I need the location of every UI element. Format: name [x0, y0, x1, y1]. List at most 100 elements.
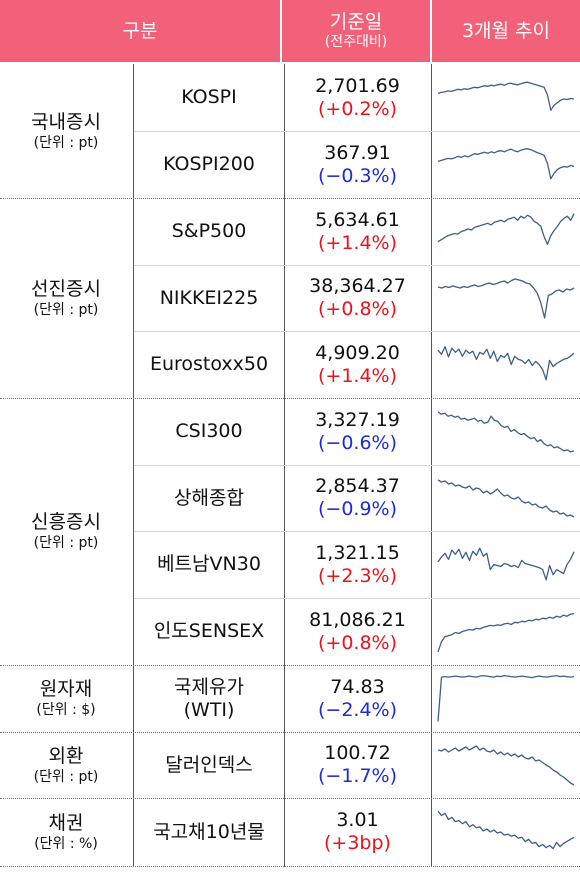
index-value-cell: 2,701.69 (+0.2%) — [285, 64, 430, 131]
sparkline-series — [437, 278, 575, 319]
index-name: Eurostoxx50 — [149, 353, 269, 375]
grid-bottom — [0, 866, 580, 867]
sparkline-chart — [437, 547, 575, 581]
sparkline-chart — [437, 345, 575, 381]
index-change: (−2.4%) — [317, 698, 397, 721]
sparkline-series — [437, 345, 575, 381]
index-change: (+1.4%) — [317, 231, 397, 254]
header-trend-label: 3개월 추이 — [461, 20, 551, 42]
grid-sep-group — [0, 732, 580, 733]
index-name: KOSPI200 — [163, 153, 255, 175]
index-change: (+1.4%) — [317, 364, 397, 387]
sparkline-series — [437, 479, 575, 518]
group-name: 채권 — [48, 811, 84, 834]
index-value: 367.91 — [324, 141, 391, 164]
index-value: 38,364.27 — [309, 275, 406, 297]
grid-sep-row — [134, 465, 580, 466]
group-unit: (단위 : $) — [36, 702, 96, 718]
index-change: (−0.6%) — [317, 431, 397, 454]
grid-sep-row — [134, 331, 580, 332]
sparkline-chart — [437, 81, 575, 111]
index-change: (+3bp) — [324, 832, 391, 854]
index-name: 국고채10년물 — [153, 820, 265, 843]
sparkline-chart — [437, 612, 575, 653]
index-value: 3,327.19 — [315, 408, 400, 431]
sparkline-chart — [437, 745, 575, 786]
index-value: 4,909.20 — [315, 341, 400, 364]
sparkline-series — [437, 547, 575, 581]
group-name: 국내증시 — [31, 110, 101, 133]
index-value-cell: 5,634.61 (+1.4%) — [285, 198, 430, 265]
group-emerging: 신흥증시 (단위 : pt) — [0, 398, 132, 665]
header-trend: 3개월 추이 — [432, 0, 580, 62]
index-value: 2,854.37 — [315, 475, 400, 497]
sparkline-chart — [437, 213, 575, 245]
header-category: 구분 — [0, 0, 280, 62]
index-name: KOSPI — [181, 86, 237, 108]
index-change: (+0.8%) — [317, 631, 397, 654]
sparkline-series — [437, 148, 575, 180]
index-value-cell: 3.01 (+3bp) — [285, 798, 430, 866]
index-value: 100.72 — [324, 742, 391, 764]
group-name: 외환 — [48, 744, 84, 767]
index-name: 베트남VN30 — [157, 553, 261, 575]
grid-vline-1 — [133, 64, 134, 867]
grid-sep-row — [134, 598, 580, 599]
index-value: 3.01 — [336, 809, 379, 831]
group-name: 신흥증시 — [31, 511, 101, 533]
index-value: 1,321.15 — [315, 541, 400, 564]
index-value-cell: 2,854.37 (−0.9%) — [285, 465, 430, 531]
group-domestic: 국내증시 (단위 : pt) — [0, 64, 132, 198]
index-value-cell: 1,321.15 (+2.3%) — [285, 531, 430, 598]
sparkline-chart — [437, 810, 575, 850]
grid-sep-group — [0, 665, 580, 666]
index-value-cell: 3,327.19 (−0.6%) — [285, 398, 430, 465]
index-change: (−1.7%) — [317, 765, 397, 787]
grid-sep-row — [134, 265, 580, 266]
group-fx: 외환 (단위 : pt) — [0, 732, 132, 798]
index-value: 5,634.61 — [315, 208, 400, 231]
index-name: 국제유가 (WTI) — [174, 675, 244, 721]
index-name: 인도SENSEX — [153, 620, 265, 642]
sparkline-series — [437, 674, 575, 722]
sparkline-series — [437, 745, 575, 786]
index-change: (+0.2%) — [317, 97, 397, 120]
index-value: 74.83 — [330, 675, 385, 698]
group-name: 원자재 — [39, 678, 93, 700]
sparkline-chart — [437, 148, 575, 180]
header-category-label: 구분 — [122, 20, 158, 42]
grid-sep-group — [0, 798, 580, 799]
sparkline-series — [437, 612, 575, 653]
grid-sep-group — [0, 198, 580, 199]
index-name: 상해종합 — [174, 486, 244, 509]
index-name: 달러인덱스 — [165, 753, 253, 776]
index-value-cell: 367.91 (−0.3%) — [285, 131, 430, 198]
index-change: (−0.3%) — [317, 164, 397, 187]
group-commodity: 원자재 (단위 : $) — [0, 665, 132, 732]
group-developed: 선진증시 (단위 : pt) — [0, 198, 132, 398]
sparkline-series — [437, 411, 575, 453]
sparkline-series — [437, 213, 575, 245]
grid-sep-row — [134, 531, 580, 532]
index-value-cell: 4,909.20 (+1.4%) — [285, 331, 430, 398]
group-unit: (단위 : pt) — [33, 301, 99, 318]
group-unit: (단위 : pt) — [33, 535, 99, 551]
group-unit: (단위 : pt) — [33, 768, 99, 785]
index-value-cell: 38,364.27 (+0.8%) — [285, 265, 430, 331]
index-change: (+0.8%) — [317, 298, 397, 320]
group-bond: 채권 (단위 : %) — [0, 798, 132, 866]
sparkline-chart — [437, 479, 575, 518]
index-name: NIKKEI225 — [159, 286, 259, 309]
index-value-cell: 74.83 (−2.4%) — [285, 665, 430, 732]
header-base-sub-label: (전주대비) — [324, 34, 388, 50]
index-value-cell: 81,086.21 (+0.8%) — [285, 598, 430, 665]
sparkline-series — [437, 81, 575, 111]
index-value: 2,701.69 — [315, 74, 400, 97]
index-name: CSI300 — [175, 420, 243, 442]
sparkline-series — [437, 810, 575, 850]
grid-sep-row — [134, 131, 580, 132]
group-unit: (단위 : %) — [34, 835, 98, 852]
group-unit: (단위 : pt) — [33, 134, 99, 151]
index-change: (−0.9%) — [317, 498, 397, 520]
index-change: (+2.3%) — [317, 564, 397, 587]
